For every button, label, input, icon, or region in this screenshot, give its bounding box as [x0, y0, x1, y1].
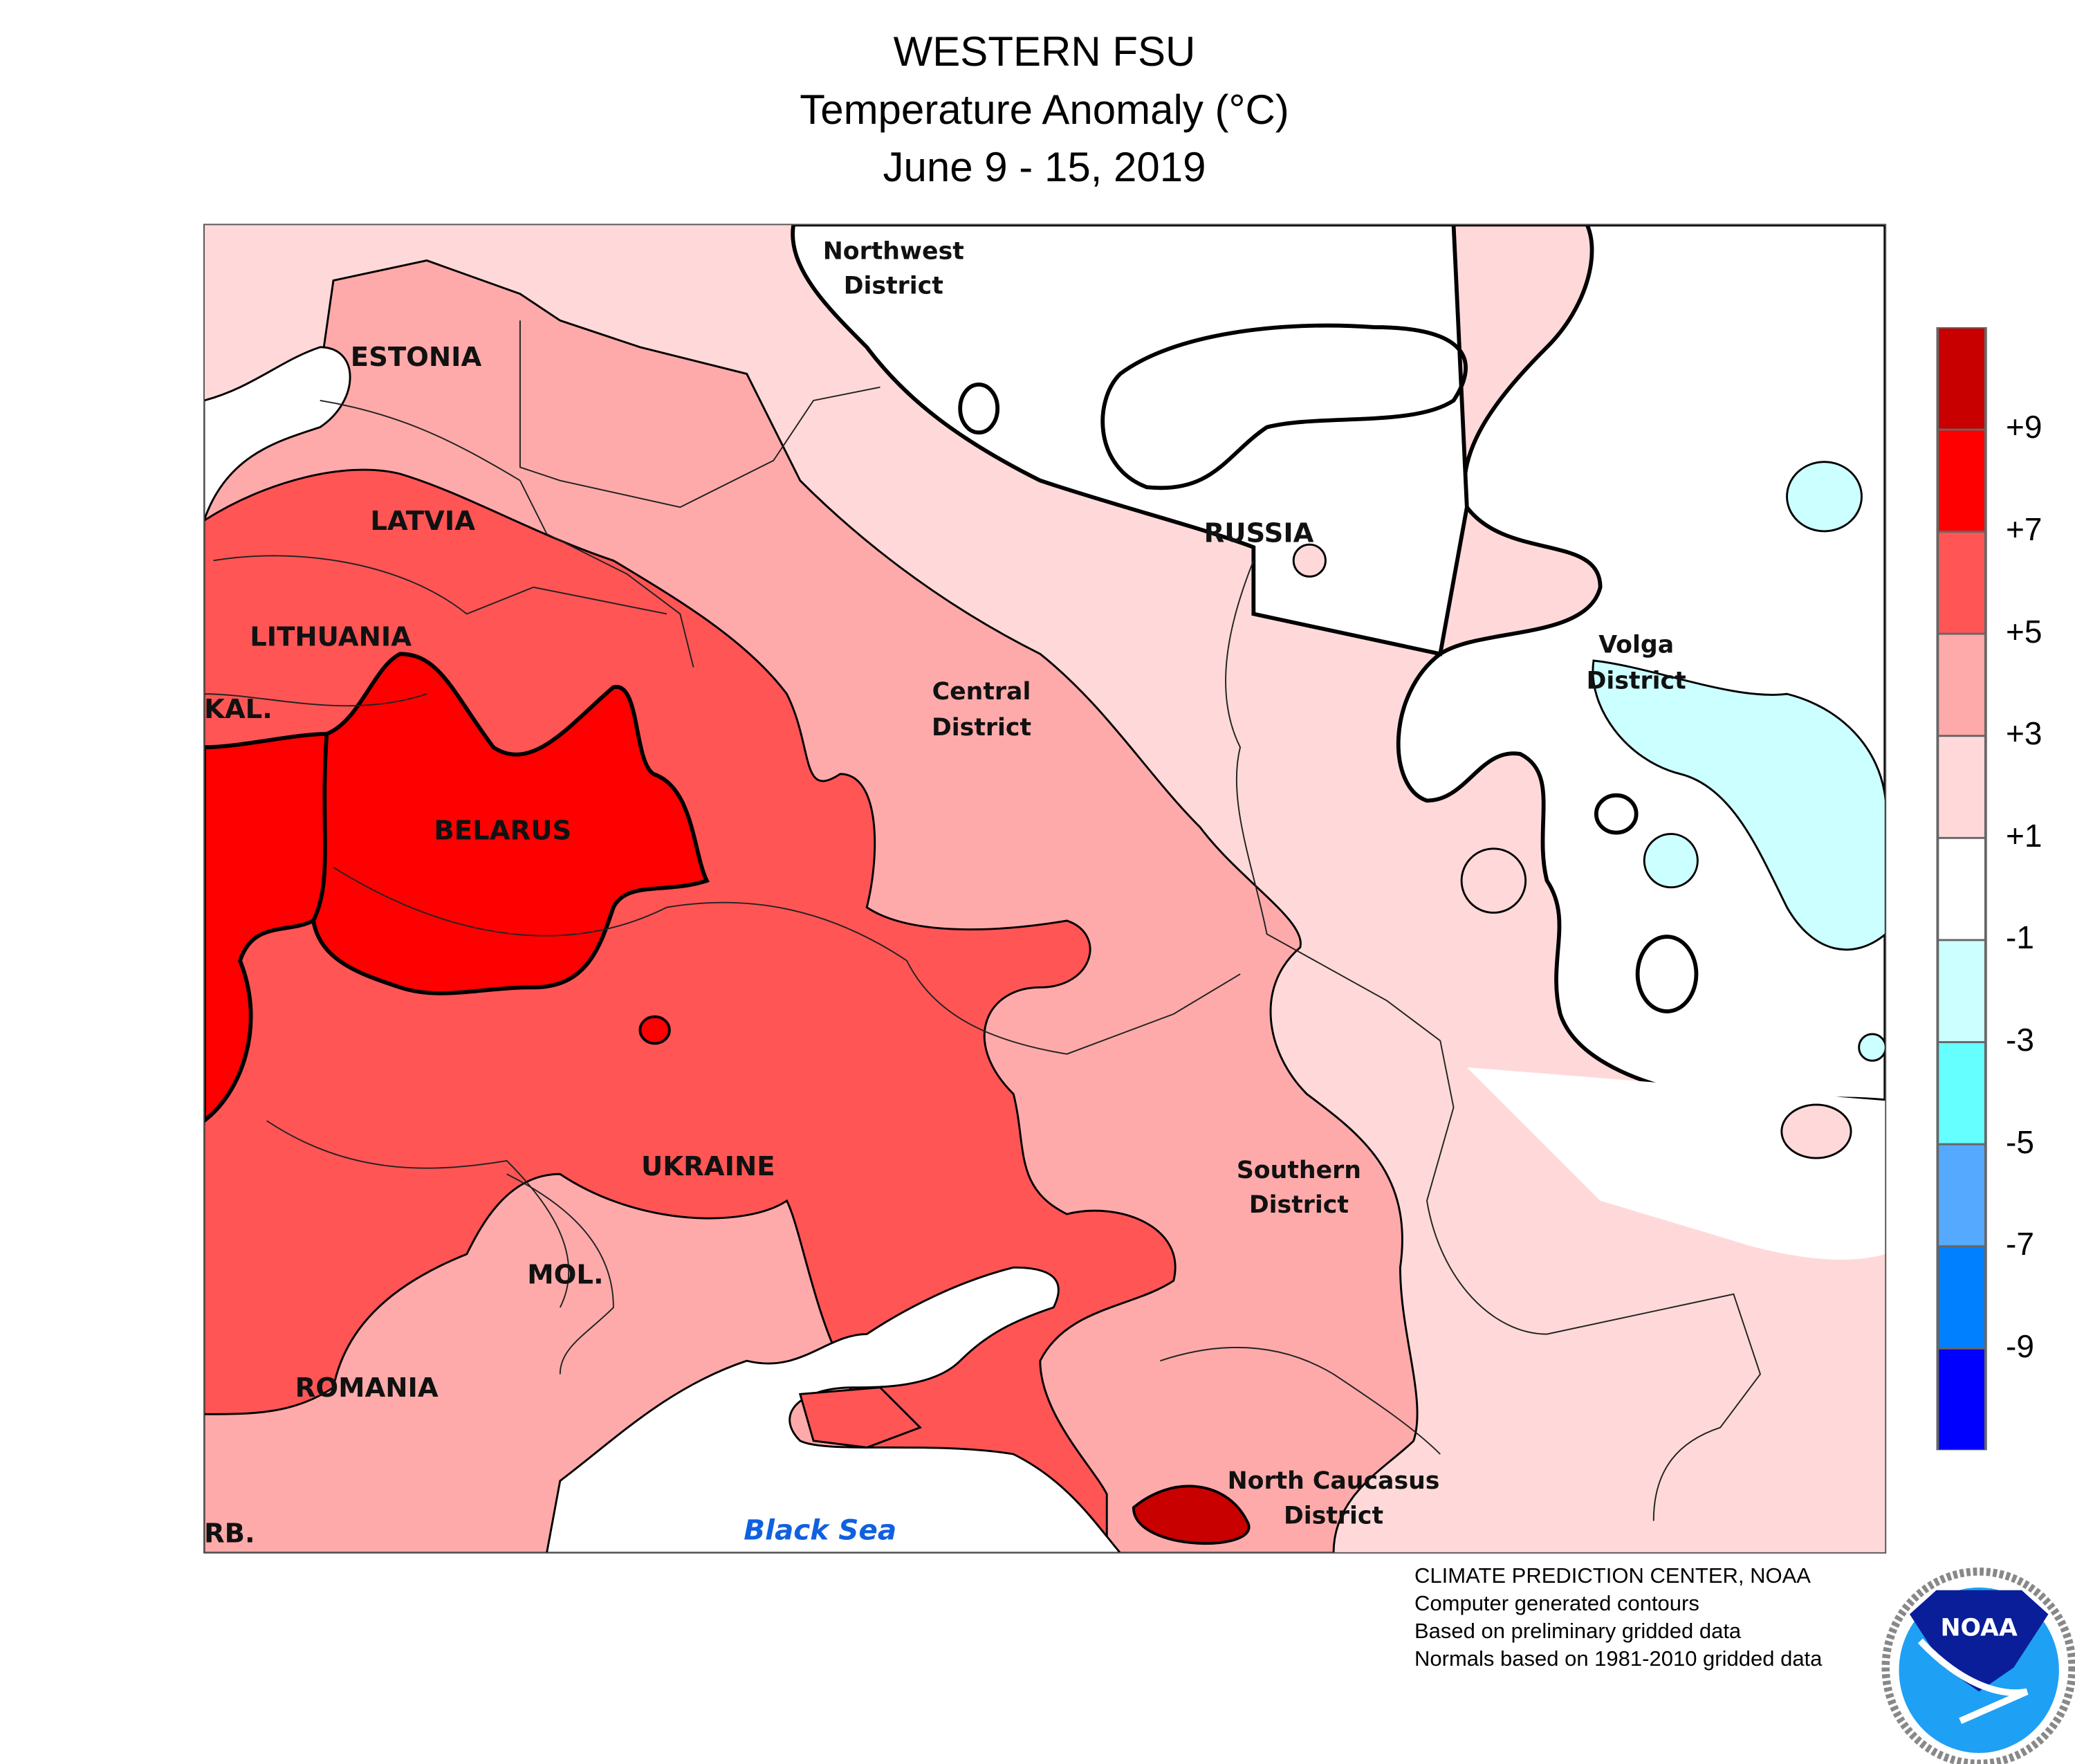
black-sea: [546, 1266, 1122, 1553]
label-ukraine: UKRAINE: [641, 1151, 775, 1182]
colorbar-swatch: [1939, 328, 1984, 429]
label-latvia: LATVIA: [370, 506, 475, 537]
colorbar-swatch: [1939, 533, 1984, 633]
credit-line-3: Based on preliminary gridded data: [1414, 1619, 1742, 1643]
colorbar-swatch: [1939, 1247, 1984, 1348]
colorbar-swatch: [1939, 941, 1984, 1042]
anomaly-region-neg1-3: [1592, 659, 1886, 951]
label-central-district-2: District: [932, 714, 1031, 742]
colorbar-tick-label: -9: [2006, 1328, 2034, 1365]
label-southern-district-1: Southern: [1237, 1157, 1361, 1184]
label-volga-district-1: Volga: [1598, 631, 1674, 659]
label-kaliningrad: KAL.: [204, 694, 273, 725]
colorbar: [1936, 327, 1987, 1451]
colorbar-tick-label: +9: [2006, 409, 2042, 445]
label-belarus: BELARUS: [434, 815, 571, 846]
colorbar-tick-label: +3: [2006, 715, 2042, 752]
label-black-sea: Black Sea: [744, 1514, 896, 1547]
colorbar-swatch: [1939, 737, 1984, 837]
colorbar-tick-label: +7: [2006, 511, 2042, 547]
noaa-logo-text: NOAA: [1941, 1614, 2018, 1642]
colorbar-tick-label: +1: [2006, 817, 2042, 854]
label-estonia: ESTONIA: [351, 342, 482, 373]
label-southern-district-2: District: [1249, 1191, 1349, 1219]
colorbar-swatch: [1939, 838, 1984, 939]
colorbar-tick-label: -5: [2006, 1123, 2034, 1160]
label-volga-district-2: District: [1587, 667, 1686, 695]
label-lithuania: LITHUANIA: [250, 622, 412, 653]
map-subtitle: Temperature Anomaly (°C): [800, 86, 1289, 133]
label-romania: ROMANIA: [295, 1372, 439, 1404]
label-northwest-district-2: District: [844, 273, 943, 300]
colorbar-tick-label: -1: [2006, 919, 2034, 956]
label-russia: RUSSIA: [1204, 517, 1314, 549]
credit-line-2: Computer generated contours: [1414, 1591, 1699, 1615]
noaa-logo: NOAA: [1881, 1568, 2075, 1764]
country-borders: [203, 320, 1762, 1521]
label-serbia: RB.: [204, 1518, 255, 1549]
colorbar-swatch: [1939, 1042, 1984, 1143]
label-north-caucasus-1: North Caucasus: [1228, 1467, 1440, 1495]
colorbar-tick-label: -7: [2006, 1226, 2034, 1262]
anomaly-region-neutral: [793, 224, 1886, 1103]
label-moldova: MOL.: [527, 1259, 603, 1290]
map-frame: [203, 223, 1887, 1554]
colorbar-swatch: [1939, 634, 1984, 735]
colorbar-swatch: [1939, 430, 1984, 531]
colorbar-tick-label: -3: [2006, 1022, 2034, 1058]
label-northwest-district-1: Northwest: [823, 238, 964, 266]
map-date: June 9 - 15, 2019: [883, 144, 1206, 190]
colorbar-swatch: [1939, 1145, 1984, 1246]
label-central-district-1: Central: [932, 678, 1031, 706]
colorbar-tick-label: +5: [2006, 613, 2042, 650]
colorbar-swatch: [1939, 1349, 1984, 1450]
credit-line-1: CLIMATE PREDICTION CENTER, NOAA: [1414, 1563, 1811, 1588]
label-north-caucasus-2: District: [1284, 1502, 1383, 1529]
map-title: WESTERN FSU: [893, 28, 1196, 75]
credit-line-4: Normals based on 1981-2010 gridded data: [1414, 1646, 1823, 1671]
